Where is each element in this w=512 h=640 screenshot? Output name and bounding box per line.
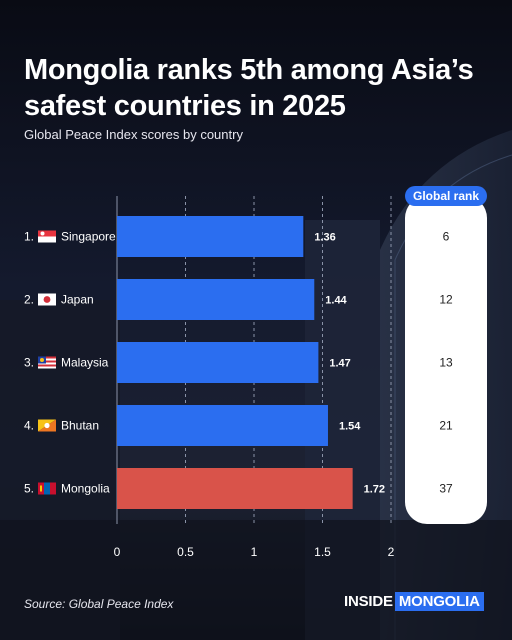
global-rank-value: 13	[439, 356, 453, 370]
x-tick-label: 2	[388, 545, 395, 559]
rank-position-label: 4.	[24, 419, 34, 433]
category-label: Japan	[61, 293, 94, 307]
category-label: Bhutan	[61, 419, 99, 433]
singapore-flag-icon	[38, 230, 56, 243]
x-tick-label: 1.5	[314, 545, 331, 559]
brand-part-inside: INSIDE	[344, 593, 393, 610]
mongolia-flag-icon	[38, 482, 56, 495]
bhutan-flag-icon	[38, 419, 56, 432]
brand-part-mongolia: MONGOLIA	[394, 592, 484, 611]
bar-malaysia	[117, 342, 319, 383]
rank-position-label: 3.	[24, 356, 34, 370]
value-label: 1.54	[339, 421, 361, 433]
value-label: 1.47	[329, 358, 350, 370]
category-label: Mongolia	[61, 482, 110, 496]
global-rank-value: 12	[439, 293, 453, 307]
bar-japan	[117, 279, 315, 320]
source-note: Source: Global Peace Index	[24, 597, 174, 611]
global-rank-header: Global rank	[405, 186, 487, 206]
rank-position-label: 5.	[24, 482, 34, 496]
value-label: 1.72	[364, 484, 385, 496]
bars	[117, 216, 353, 509]
value-label: 1.36	[314, 232, 335, 244]
category-label: Malaysia	[61, 356, 109, 370]
bar-bhutan	[117, 405, 328, 446]
global-rank-value: 6	[443, 230, 450, 244]
x-axis-ticks: 0 0.5 1 1.5 2	[114, 545, 395, 559]
japan-flag-icon	[38, 293, 56, 306]
x-tick-label: 1	[251, 545, 258, 559]
rank-position-label: 1.	[24, 230, 34, 244]
brand-logo: INSIDE MONGOLIA	[344, 592, 484, 611]
rank-position-label: 2.	[24, 293, 34, 307]
x-tick-label: 0	[114, 545, 121, 559]
global-rank-value: 37	[439, 482, 453, 496]
malaysia-flag-icon	[38, 356, 56, 369]
global-rank-value: 21	[439, 419, 453, 433]
category-label: Singapore	[61, 230, 116, 244]
page-title: Mongolia ranks 5th among Asia’s safest c…	[24, 54, 474, 122]
rank-column-pill	[405, 196, 487, 524]
bar-mongolia	[117, 468, 353, 509]
value-label: 1.44	[325, 295, 347, 307]
page-subtitle: Global Peace Index scores by country	[24, 127, 243, 142]
x-tick-label: 0.5	[177, 545, 194, 559]
category-labels: 1.36 1. Singapore 6 1.44 2. Japan 12 1.47 3. Malay…	[24, 230, 453, 496]
bar-singapore	[117, 216, 304, 257]
